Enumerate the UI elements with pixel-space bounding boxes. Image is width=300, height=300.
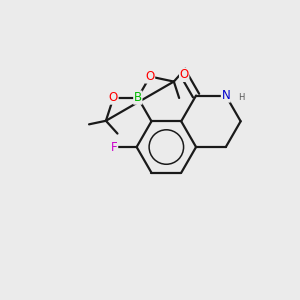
Text: O: O [146,70,154,83]
Text: B: B [134,91,142,104]
Text: O: O [109,91,118,104]
Text: O: O [180,68,189,82]
Text: F: F [111,140,118,154]
Text: H: H [238,92,244,101]
Text: N: N [221,89,230,102]
